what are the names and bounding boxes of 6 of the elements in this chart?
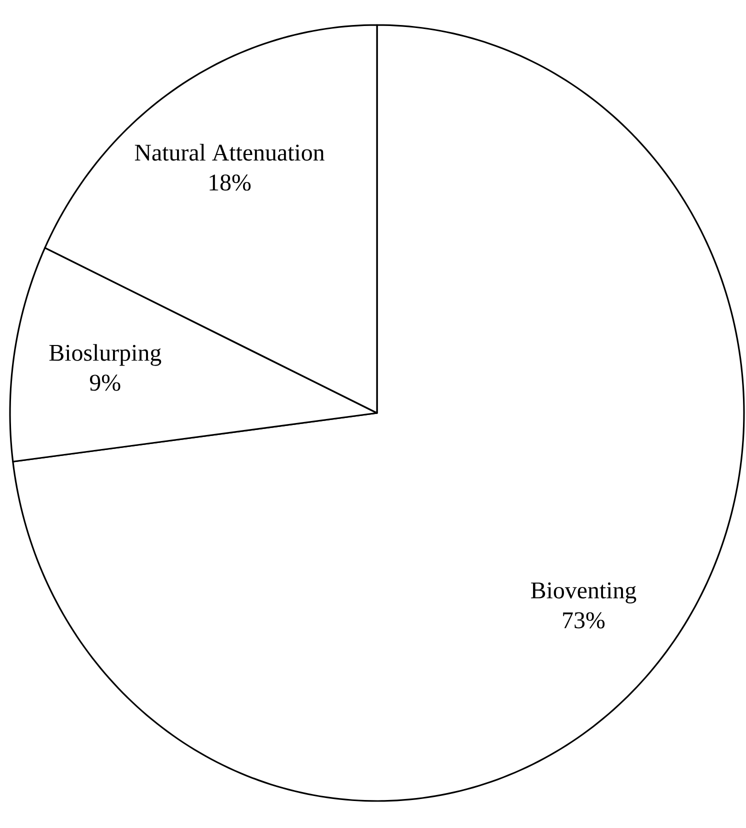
- data-label: 9%: [90, 374, 120, 391]
- slice-label: Bioslurping: [49, 344, 162, 366]
- slice-label: Bioventing: [531, 582, 636, 604]
- slice-label: Natural Attenuation: [134, 144, 324, 161]
- data-label: 18%: [210, 174, 251, 191]
- data-label: 73%: [563, 612, 605, 628]
